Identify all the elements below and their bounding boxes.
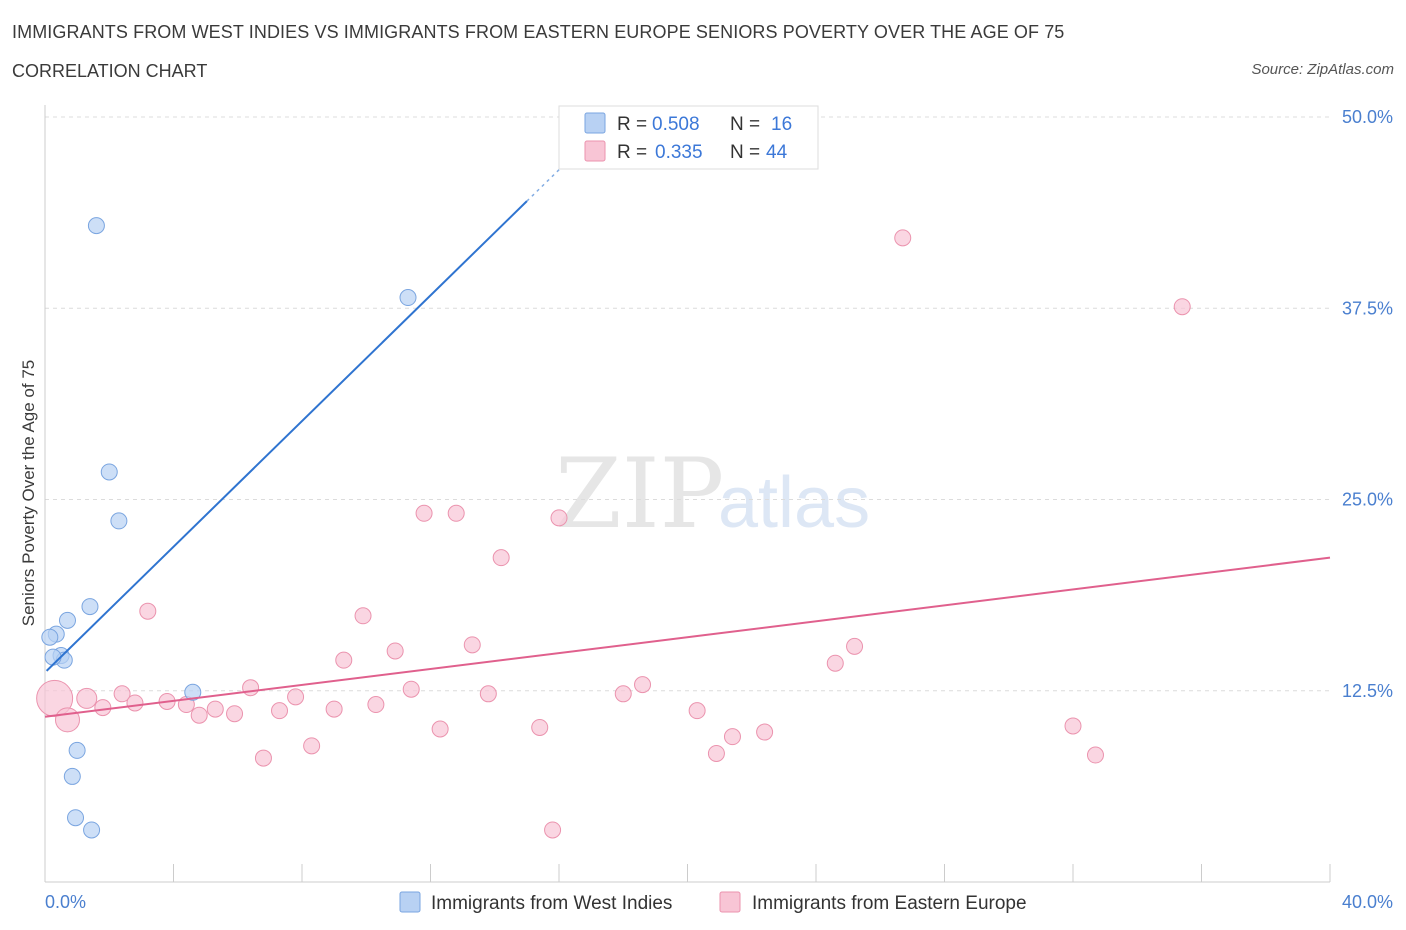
point-eastern-europe-2 — [76, 687, 98, 709]
point-west-indies-7 — [41, 628, 59, 646]
y-tick-labels: 12.5% 25.0% 37.5% 50.0% — [1342, 107, 1393, 701]
point-eastern-europe-1 — [54, 707, 80, 733]
point-west-indies-12 — [68, 741, 86, 759]
series-legend-label-west-indies: Immigrants from West Indies — [431, 893, 672, 914]
axes — [44, 105, 1331, 883]
point-eastern-europe-17 — [325, 700, 343, 718]
chart-title: IMMIGRANTS FROM WEST INDIES VS IMMIGRANT… — [12, 22, 1065, 42]
legend-swatch-west-indies — [584, 112, 606, 134]
point-eastern-europe-34 — [688, 702, 706, 720]
point-west-indies-3 — [110, 512, 128, 530]
point-eastern-europe-39 — [846, 637, 864, 655]
point-eastern-europe-9 — [190, 706, 208, 724]
x-tick-labels: 0.0% 40.0% — [45, 892, 1393, 912]
watermark-atlas: atlas — [718, 463, 870, 543]
point-eastern-europe-11 — [226, 705, 244, 723]
legend-n-label-eastern-europe: N = — [730, 142, 760, 163]
series-legend: Immigrants from West Indies Immigrants f… — [399, 891, 1027, 914]
point-eastern-europe-31 — [550, 509, 568, 527]
legend-r-value-eastern-europe: 0.335 — [655, 142, 703, 163]
watermark-zip: ZIP — [555, 438, 724, 550]
point-west-indies-15 — [83, 821, 101, 839]
point-eastern-europe-30 — [544, 821, 562, 839]
trend-line-west-indies — [45, 200, 528, 672]
point-eastern-europe-22 — [402, 680, 420, 698]
point-west-indies-0 — [87, 217, 105, 235]
point-eastern-europe-21 — [386, 642, 404, 660]
point-eastern-europe-43 — [1173, 298, 1191, 316]
point-eastern-europe-3 — [94, 699, 112, 717]
trend-line-eastern-europe — [44, 556, 1331, 718]
x-tick-label-min: 0.0% — [45, 892, 86, 912]
point-eastern-europe-15 — [287, 688, 305, 706]
point-eastern-europe-32 — [614, 685, 632, 703]
point-west-indies-1 — [399, 289, 417, 307]
point-eastern-europe-38 — [826, 654, 844, 672]
series-legend-swatch-west-indies — [399, 891, 421, 913]
point-eastern-europe-12 — [242, 679, 260, 697]
point-west-indies-5 — [58, 611, 76, 629]
point-west-indies-13 — [63, 767, 81, 785]
point-eastern-europe-10 — [206, 700, 224, 718]
legend-swatch-eastern-europe — [584, 140, 606, 162]
point-eastern-europe-5 — [126, 694, 144, 712]
point-eastern-europe-33 — [634, 676, 652, 694]
y-tick-label-1: 25.0% — [1342, 490, 1393, 510]
point-eastern-europe-36 — [723, 728, 741, 746]
point-eastern-europe-26 — [463, 636, 481, 654]
trend-extension-west-indies — [526, 137, 592, 202]
y-axis-label: Seniors Poverty Over the Age of 75 — [19, 360, 38, 626]
legend-r-label-eastern-europe: R = — [617, 142, 647, 163]
legend-r-value-west-indies: 0.508 — [652, 114, 700, 135]
grid-lines — [45, 116, 1330, 692]
series-legend-swatch-eastern-europe — [719, 891, 741, 913]
point-eastern-europe-27 — [479, 685, 497, 703]
point-eastern-europe-20 — [367, 696, 385, 714]
point-west-indies-4 — [81, 598, 99, 616]
trend-lines — [44, 137, 1331, 718]
point-eastern-europe-29 — [531, 718, 549, 736]
point-eastern-europe-19 — [354, 607, 372, 625]
point-eastern-europe-13 — [254, 749, 272, 767]
point-eastern-europe-25 — [447, 504, 465, 522]
data-points — [36, 217, 1191, 839]
point-eastern-europe-4 — [113, 685, 131, 703]
x-tick-label-max: 40.0% — [1342, 892, 1393, 912]
y-tick-label-3: 50.0% — [1342, 107, 1393, 127]
point-west-indies-10 — [44, 648, 62, 666]
point-eastern-europe-35 — [707, 744, 725, 762]
y-tick-label-2: 37.5% — [1342, 298, 1393, 318]
point-west-indies-14 — [67, 809, 85, 827]
point-eastern-europe-37 — [756, 723, 774, 741]
stats-legend: R = 0.508 N = 16 R = 0.335 N = 44 — [558, 105, 819, 170]
y-tick-label-0: 12.5% — [1342, 681, 1393, 701]
point-eastern-europe-41 — [1064, 717, 1082, 735]
point-west-indies-11 — [184, 683, 202, 701]
point-eastern-europe-40 — [894, 229, 912, 247]
point-eastern-europe-24 — [431, 720, 449, 738]
point-eastern-europe-23 — [415, 504, 433, 522]
source-label: Source: ZipAtlas.com — [1251, 61, 1394, 78]
point-eastern-europe-14 — [271, 702, 289, 720]
point-west-indies-2 — [100, 463, 118, 481]
point-eastern-europe-28 — [492, 549, 510, 567]
legend-n-value-west-indies: 16 — [771, 114, 792, 135]
legend-n-label-west-indies: N = — [730, 114, 760, 135]
point-eastern-europe-42 — [1086, 746, 1104, 764]
point-eastern-europe-18 — [335, 651, 353, 669]
series-legend-label-eastern-europe: Immigrants from Eastern Europe — [752, 893, 1027, 914]
legend-r-label-west-indies: R = — [617, 114, 647, 135]
chart-subtitle: CORRELATION CHART — [12, 61, 208, 81]
legend-n-value-eastern-europe: 44 — [766, 142, 788, 163]
point-eastern-europe-6 — [139, 602, 157, 620]
point-eastern-europe-16 — [303, 737, 321, 755]
